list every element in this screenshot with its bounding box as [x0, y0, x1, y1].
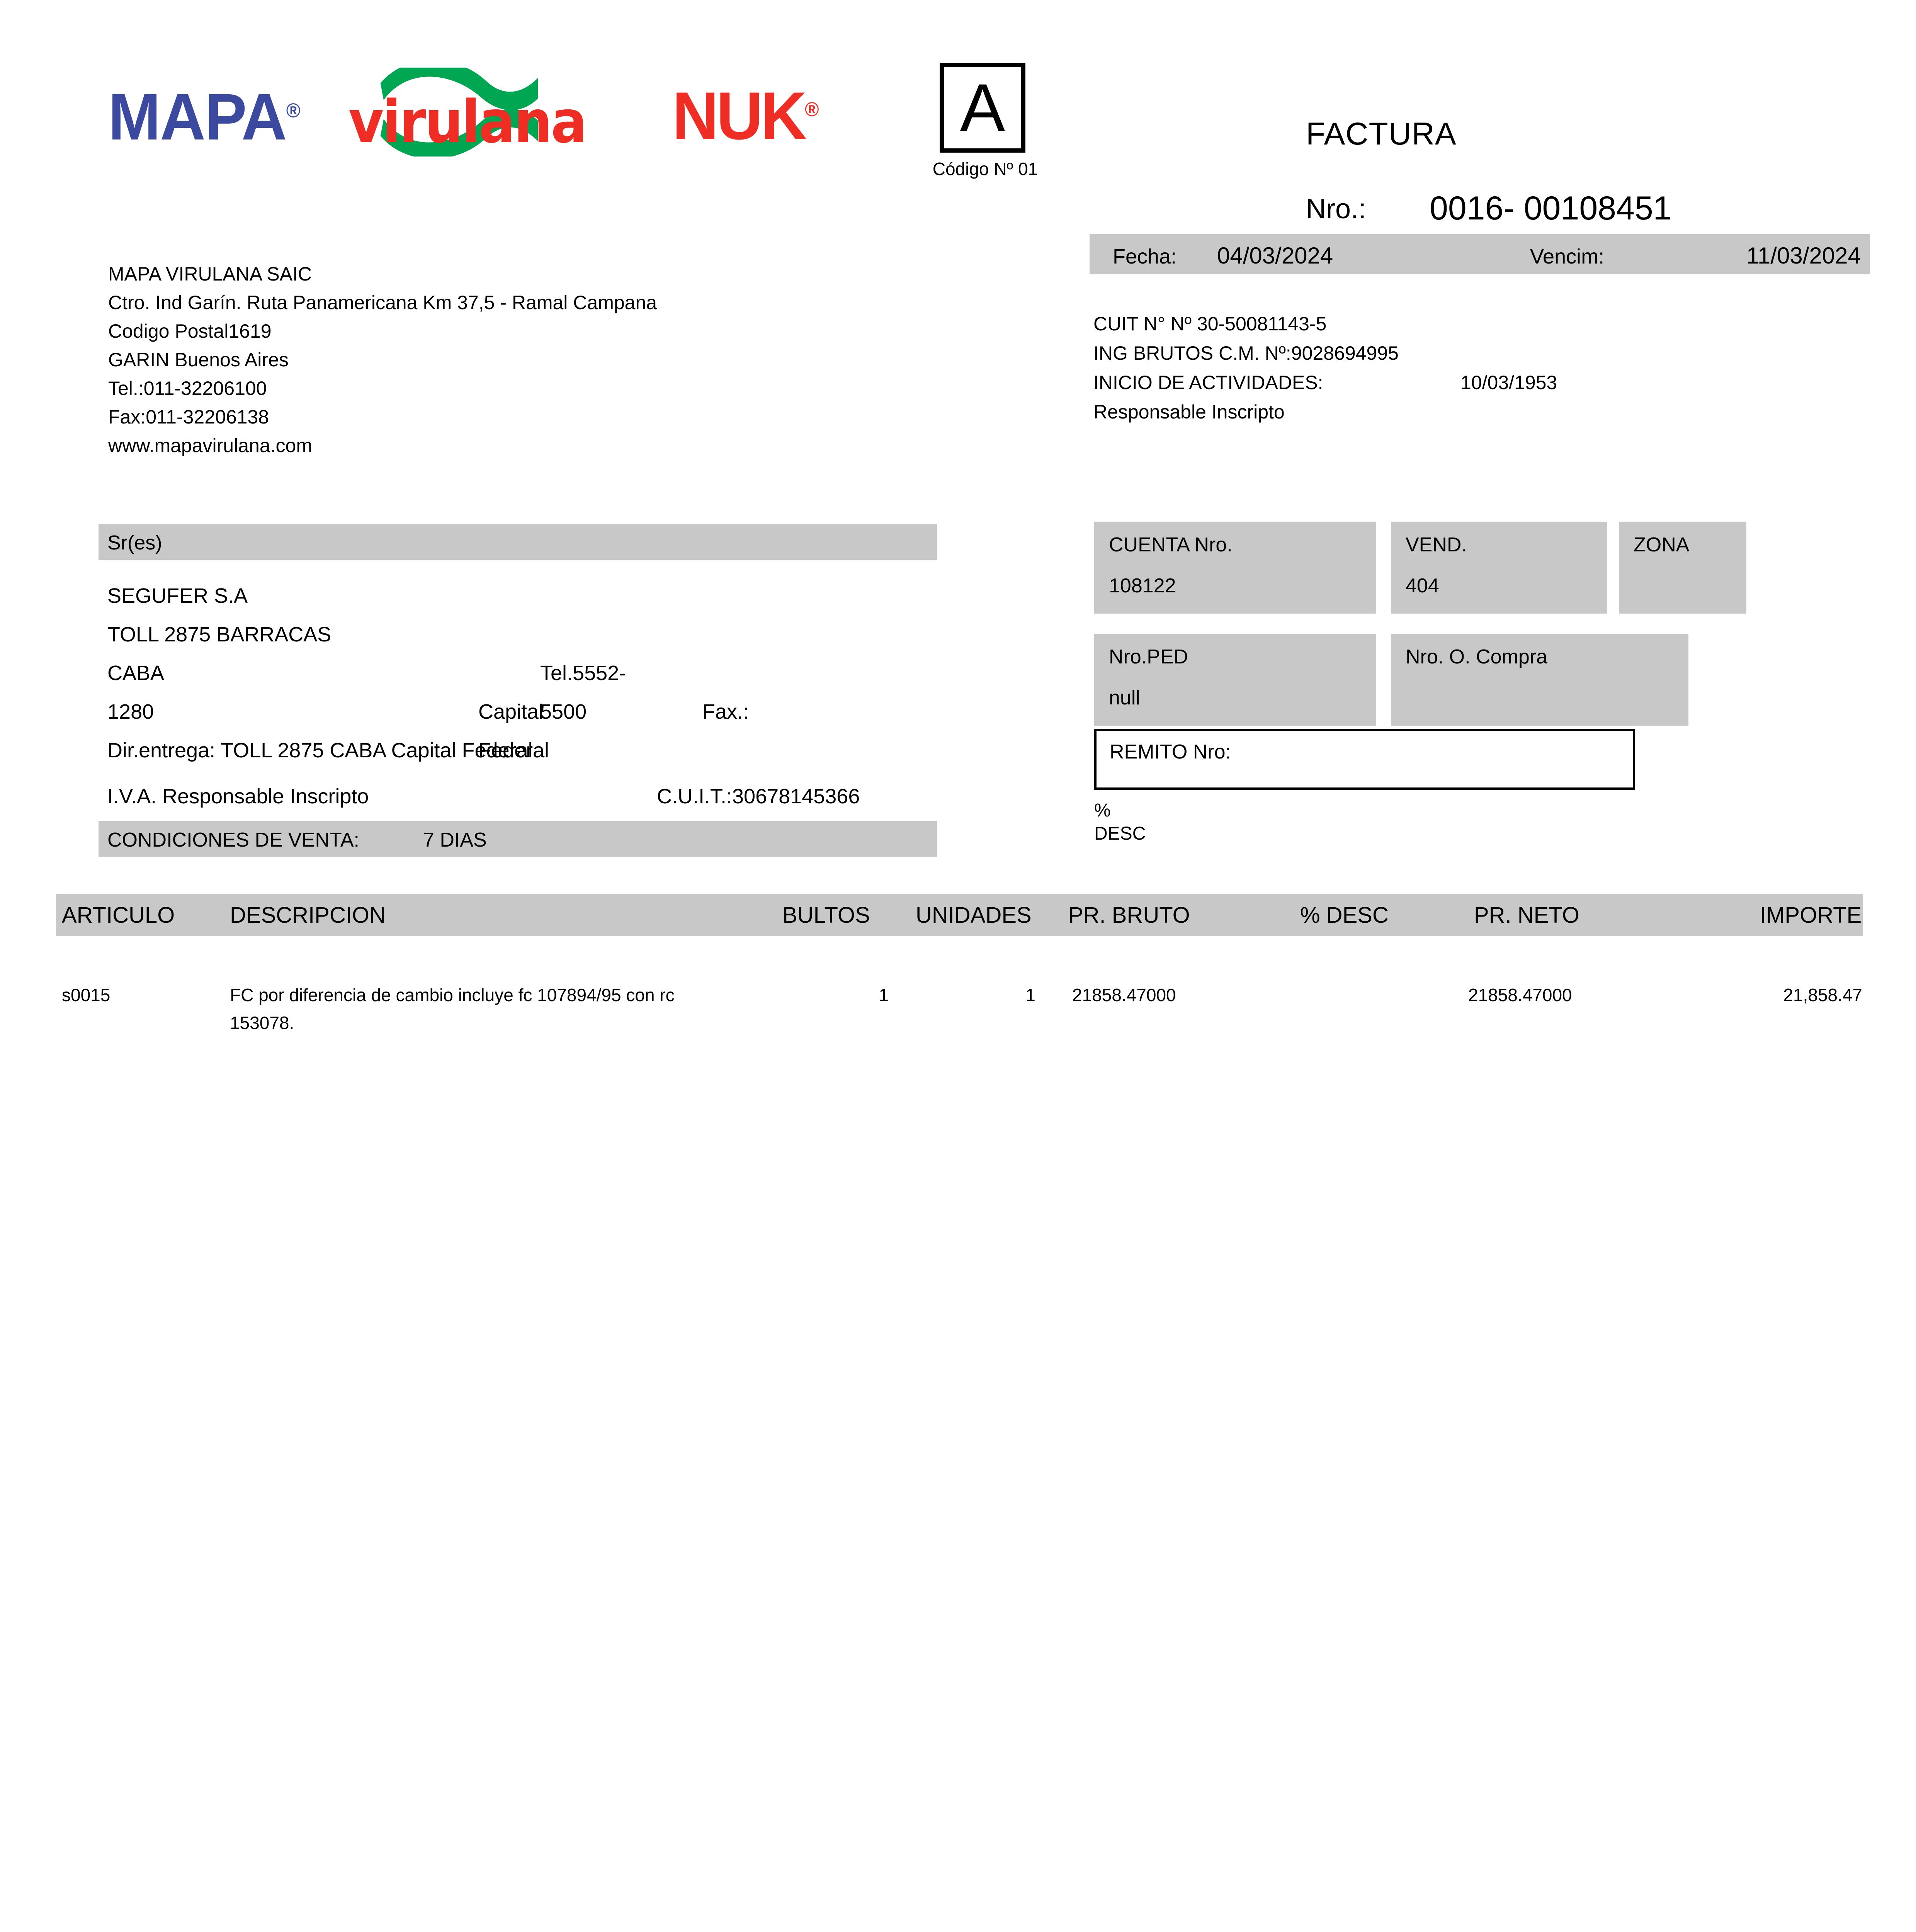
- virulana-swoosh-icon: [380, 68, 538, 156]
- cell-unidades: 1: [1025, 985, 1035, 1005]
- company-address: Ctro. Ind Garín. Ruta Panamericana Km 37…: [108, 292, 657, 313]
- company-postal: Codigo Postal1619: [108, 320, 272, 342]
- mapa-logo: MAPA®: [108, 79, 301, 155]
- customer-postal: 1280: [107, 700, 154, 723]
- customer-delivery-row: Dir.entrega: TOLL 2875 CABA Capital Fede…: [107, 731, 533, 770]
- customer-cuit: C.U.I.T.:30678145366: [657, 785, 860, 808]
- customer-name-row: SEGUFER S.A: [107, 577, 533, 615]
- customer-city-row: CABA Tel.5552-5500: [107, 654, 626, 723]
- cuenta-box: CUENTA Nro. 108122: [1094, 522, 1376, 614]
- zona-box: ZONA: [1619, 522, 1746, 614]
- remito-label: REMITO Nro:: [1110, 741, 1231, 763]
- vend-value: 404: [1406, 575, 1439, 597]
- cell-pr-bruto: 21858.47000: [1072, 985, 1176, 1005]
- page-title: FACTURA: [1306, 116, 1457, 151]
- company-city: GARIN Buenos Aires: [108, 349, 289, 371]
- company-fax: Fax:011-32206138: [108, 406, 269, 428]
- orden-compra-box: Nro. O. Compra: [1391, 634, 1688, 726]
- condicion-iva-text: Responsable Inscripto: [1093, 401, 1285, 423]
- customer-iva-condition: I.V.A. Responsable Inscripto: [107, 785, 369, 808]
- sale-conditions-label: CONDICIONES DE VENTA:: [107, 829, 360, 851]
- virulana-logo-text: virulana: [349, 88, 587, 156]
- sale-conditions-band: [99, 821, 937, 857]
- cuenta-label: CUENTA Nro.: [1109, 534, 1233, 556]
- cell-articulo: s0015: [62, 985, 111, 1005]
- vendedor-box: VEND. 404: [1391, 522, 1607, 614]
- col-articulo: ARTICULO: [62, 903, 175, 928]
- company-address-block: MAPA VIRULANA SAIC Ctro. Ind Garín. Ruta…: [108, 260, 657, 460]
- virulana-logo: virulana: [344, 68, 645, 156]
- invoice-number-value: 0016- 00108451: [1430, 190, 1672, 227]
- company-name: MAPA VIRULANA SAIC: [108, 263, 312, 285]
- ing-brutos-text: ING BRUTOS C.M. Nº:9028694995: [1093, 342, 1399, 364]
- items-table-header-band: [56, 894, 1863, 936]
- cuenta-value: 108122: [1109, 575, 1176, 597]
- col-bultos: BULTOS: [782, 903, 870, 928]
- customer-street: TOLL 2875 BARRACAS: [107, 623, 332, 646]
- cuit-row: CUIT N° Nº 30-50081143-5: [1093, 309, 1399, 338]
- invoice-type-letter: A: [960, 70, 1005, 146]
- desc-label: DESC: [1094, 823, 1146, 844]
- customer-tel: Tel.5552-5500: [540, 662, 626, 723]
- inicio-actividades-row: INICIO DE ACTIVIDADES: 10/03/1953: [1093, 368, 1557, 397]
- vend-label: VEND.: [1406, 534, 1467, 556]
- cell-descripcion-l1: FC por diferencia de cambio incluye fc 1…: [230, 985, 675, 1005]
- col-pct-desc: % DESC: [1300, 903, 1389, 928]
- ocompra-label: Nro. O. Compra: [1406, 646, 1547, 668]
- cell-descripcion-l2: 153078.: [230, 1013, 294, 1033]
- date-band: [1090, 234, 1870, 274]
- cell-bultos: 1: [879, 985, 889, 1005]
- invoice-codigo-label: Código Nº 01: [932, 159, 1038, 179]
- registered-icon: ®: [286, 99, 301, 122]
- invoice-type-box: [940, 63, 1025, 153]
- fecha-label: Fecha:: [1113, 245, 1177, 268]
- col-pr-bruto: PR. BRUTO: [1068, 903, 1190, 928]
- col-descripcion: DESCRIPCION: [230, 903, 386, 928]
- zona-label: ZONA: [1634, 534, 1690, 556]
- vencim-value: 11/03/2024: [1746, 243, 1861, 269]
- customer-fax-label: Fax.:: [702, 700, 749, 723]
- nro-ped-box: Nro.PED null: [1094, 634, 1376, 726]
- ped-label: Nro.PED: [1109, 646, 1188, 668]
- customer-city: CABA: [107, 662, 165, 685]
- customer-band: [99, 524, 937, 560]
- mapa-logo-text: MAPA: [108, 80, 287, 154]
- col-importe: IMPORTE: [1760, 903, 1862, 928]
- cell-importe: 21,858.47: [1783, 985, 1862, 1005]
- tax-info-block: CUIT N° Nº 30-50081143-5 ING BRUTOS C.M.…: [1093, 309, 1557, 427]
- col-unidades: UNIDADES: [916, 903, 1032, 928]
- invoice-number-label: Nro.:: [1306, 194, 1367, 224]
- customer-postal-row: 1280 Capital Federal Fax.:: [107, 692, 749, 762]
- company-tel: Tel.:011-32206100: [108, 378, 267, 399]
- inicio-value: 10/03/1953: [1460, 372, 1557, 393]
- inicio-label: INICIO DE ACTIVIDADES:: [1093, 372, 1323, 393]
- ped-value: null: [1109, 687, 1140, 709]
- customer-block: SEGUFER S.A TOLL 2875 BARRACAS CABA Tel.…: [107, 577, 749, 770]
- nuk-logo-text: NUK: [672, 78, 807, 154]
- cell-pr-neto: 21858.47000: [1468, 985, 1572, 1005]
- customer-delivery: Dir.entrega: TOLL 2875 CABA Capital Fede…: [107, 739, 533, 762]
- ing-brutos-row: ING BRUTOS C.M. Nº:9028694995: [1093, 338, 1399, 368]
- brand-logos: MAPA® virulana NUK®: [108, 68, 920, 156]
- pct-label: %: [1094, 800, 1111, 821]
- sale-conditions-value: 7 DIAS: [423, 829, 487, 851]
- vencim-label: Vencim:: [1530, 245, 1605, 268]
- registered-icon-2: ®: [805, 98, 819, 121]
- customer-street-row: TOLL 2875 BARRACAS: [107, 615, 533, 654]
- col-pr-neto: PR. NETO: [1474, 903, 1579, 928]
- fecha-value: 04/03/2024: [1217, 243, 1333, 269]
- condicion-iva-row: Responsable Inscripto: [1093, 397, 1399, 427]
- company-website: www.mapavirulana.com: [108, 435, 312, 456]
- sres-label: Sr(es): [107, 532, 162, 554]
- customer-name: SEGUFER S.A: [107, 584, 248, 607]
- remito-box: [1094, 729, 1635, 790]
- nuk-logo: NUK®: [672, 77, 819, 155]
- customer-province: Capital Federal: [478, 700, 549, 762]
- cuit-text: CUIT N° Nº 30-50081143-5: [1093, 313, 1327, 335]
